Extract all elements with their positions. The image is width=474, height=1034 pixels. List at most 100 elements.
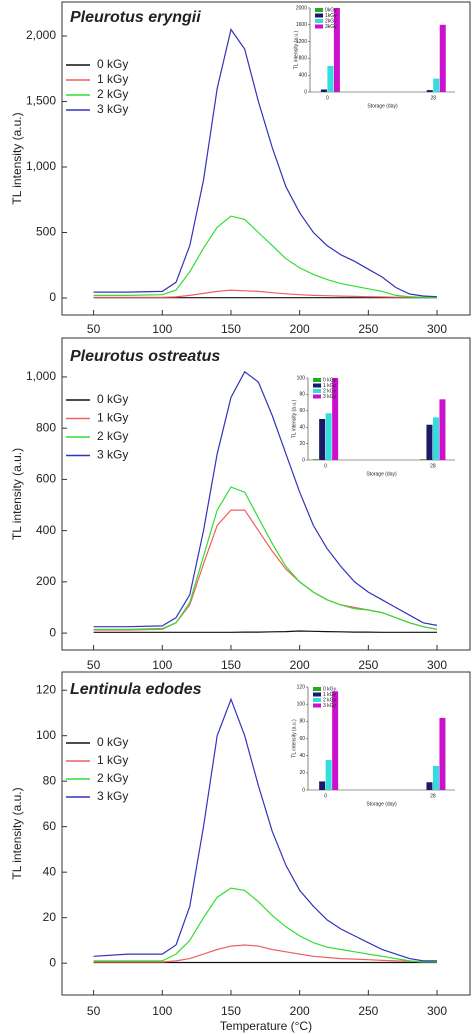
inset-x-axis-label: Storage (day) <box>367 103 398 109</box>
legend-label: 2 kGy <box>97 771 128 785</box>
inset-y-axis-label: TL intensity (a.u.) <box>291 719 297 758</box>
inset-y-axis-label: TL intensity (a.u.) <box>293 30 299 69</box>
series-line <box>93 944 438 963</box>
x-tick-label: 300 <box>427 322 447 336</box>
inset-x-tick-label: 28 <box>430 793 436 799</box>
inset-x-tick-label: 28 <box>430 95 436 101</box>
inset-legend-swatch <box>313 687 321 691</box>
inset-legend-label: 2kGy <box>325 18 337 24</box>
legend-label: 2 kGy <box>97 429 128 443</box>
inset-y-tick-label: 120 <box>297 684 306 690</box>
inset-bar <box>439 24 446 92</box>
inset-bar <box>426 782 433 790</box>
inset-x-tick-label: 28 <box>430 463 436 469</box>
inset-legend-label: 1 kGy <box>323 383 337 389</box>
x-tick-label: 250 <box>358 658 378 672</box>
y-axis-label: TL intensity (a.u.) <box>10 448 24 540</box>
inset-bar <box>419 459 426 460</box>
series-line <box>93 486 438 630</box>
inset-y-tick-label: 20 <box>299 770 305 776</box>
legend-label: 1 kGy <box>97 753 128 767</box>
x-tick-label: 150 <box>221 658 241 672</box>
y-tick-label: 1,000 <box>26 159 56 173</box>
y-tick-label: 800 <box>36 420 56 434</box>
inset-legend-label: 0 kGy <box>323 377 337 383</box>
inset-legend-swatch <box>313 394 321 399</box>
x-tick-label: 150 <box>221 1004 241 1018</box>
x-tick-label: 300 <box>427 658 447 672</box>
x-tick-label: 150 <box>221 322 241 336</box>
inset-y-tick-label: 100 <box>297 701 306 707</box>
y-tick-label: 200 <box>36 574 56 588</box>
legend-label: 0 kGy <box>97 392 128 406</box>
x-tick-label: 250 <box>358 322 378 336</box>
inset-y-tick-label: 60 <box>299 408 305 414</box>
y-tick-label: 20 <box>43 910 57 924</box>
legend-label: 0 kGy <box>97 735 128 749</box>
inset-bar <box>312 459 319 460</box>
inset-x-tick-label: 0 <box>324 793 327 799</box>
inset-legend-label: 0 kGy <box>323 686 337 692</box>
inset-legend-label: 3kGy <box>325 24 337 30</box>
y-tick-label: 40 <box>43 864 57 878</box>
inset-x-axis-label: Storage (day) <box>366 471 397 477</box>
inset-y-axis-label: TL intensity (a.u.) <box>291 399 297 438</box>
series-line <box>93 28 438 298</box>
x-tick-label: 200 <box>290 1004 310 1018</box>
inset-x-tick-label: 0 <box>324 463 327 469</box>
inset-legend-swatch <box>313 389 321 393</box>
y-tick-label: 1,500 <box>26 94 56 108</box>
inset-y-tick-label: 40 <box>299 425 305 431</box>
inset-bar <box>332 691 339 790</box>
x-axis-label: Temperature (°C) <box>220 1019 312 1033</box>
inset-bar <box>439 399 446 460</box>
y-tick-label: 500 <box>36 225 56 239</box>
y-tick-label: 80 <box>43 773 57 787</box>
inset-legend-swatch <box>315 19 323 23</box>
y-axis-label: TL intensity (a.u.) <box>10 787 24 879</box>
y-tick-label: 400 <box>36 523 56 537</box>
inset-bar <box>325 413 332 460</box>
inset-legend-label: 3 kGy <box>323 394 337 400</box>
inset-legend-label: 0kGy <box>325 7 337 13</box>
x-tick-label: 50 <box>87 1004 101 1018</box>
plot-frame <box>61 671 471 996</box>
series-line <box>93 215 438 299</box>
y-tick-label: 0 <box>49 290 56 304</box>
plot-frame <box>61 1 471 316</box>
x-tick-label: 100 <box>152 1004 172 1018</box>
inset-bar <box>332 378 339 460</box>
inset-legend-label: 2 kGy <box>323 388 337 394</box>
series-line <box>93 289 437 298</box>
legend-label: 0 kGy <box>97 57 128 71</box>
inset-y-tick-label: 0 <box>304 89 307 95</box>
inset-y-tick-label: 800 <box>299 56 308 62</box>
inset-legend-swatch <box>313 383 321 388</box>
inset-bar <box>319 781 326 790</box>
inset-bar <box>325 759 332 790</box>
inset-y-tick-label: 2000 <box>296 5 307 11</box>
inset-y-tick-label: 100 <box>297 375 306 381</box>
x-tick-label: 50 <box>87 322 101 336</box>
y-tick-label: 2,000 <box>26 28 56 42</box>
inset-bar <box>433 78 440 92</box>
x-tick-label: 100 <box>152 322 172 336</box>
inset-y-tick-label: 80 <box>299 719 305 725</box>
inset-y-tick-label: 1200 <box>296 39 307 45</box>
x-tick-label: 100 <box>152 658 172 672</box>
y-axis-label: TL intensity (a.u.) <box>10 112 24 204</box>
inset-legend-swatch <box>313 698 321 702</box>
inset-y-tick-label: 0 <box>302 457 305 463</box>
legend-label: 1 kGy <box>97 411 128 425</box>
inset-legend-label: 2 kGy <box>323 697 337 703</box>
inset-bar <box>426 424 433 460</box>
inset-y-tick-label: 1600 <box>296 22 307 28</box>
inset-bar <box>426 90 433 92</box>
series-line <box>93 697 437 962</box>
inset-legend-label: 3 kGy <box>323 703 337 709</box>
inset-bar <box>333 8 340 92</box>
inset-y-tick-label: 80 <box>299 392 305 398</box>
panel-title: Pleurotus ostreatus <box>70 348 220 365</box>
inset-bar <box>327 65 334 92</box>
